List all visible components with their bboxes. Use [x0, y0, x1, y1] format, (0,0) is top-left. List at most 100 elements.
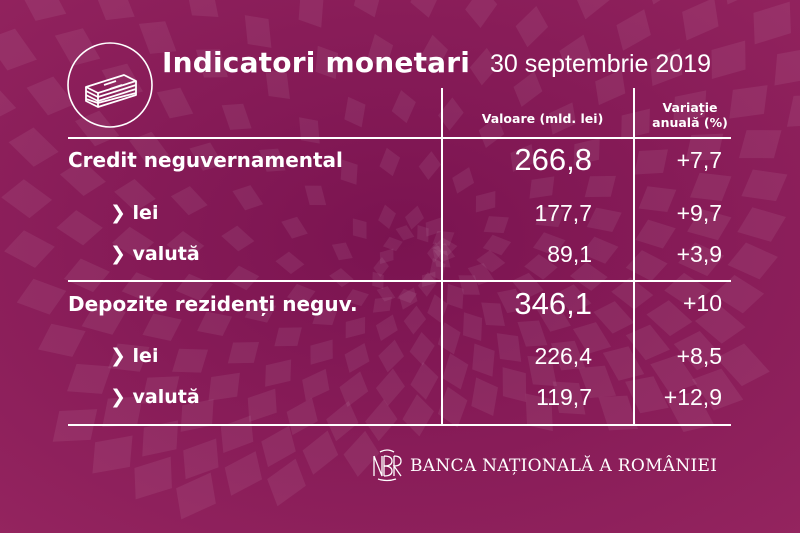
- background-tile: [339, 371, 369, 408]
- background-tile: [467, 263, 495, 285]
- row-label-credit-lei: ❯ lei: [110, 202, 159, 224]
- background-tile: [550, 340, 586, 371]
- background-tile: [483, 216, 509, 234]
- background-tile: [114, 179, 156, 212]
- row-label-credit-valuta: ❯ valută: [110, 243, 200, 265]
- background-tile: [511, 272, 544, 299]
- background-tile: [111, 226, 155, 259]
- background-tile: [574, 0, 611, 20]
- background-tile: [729, 85, 768, 119]
- background-tile: [345, 289, 369, 307]
- background-tile: [529, 176, 555, 199]
- background-tile: [475, 190, 496, 213]
- background-tile: [310, 339, 333, 365]
- background-tile: [673, 331, 723, 371]
- background-tile: [299, 117, 320, 144]
- background-tile: [442, 353, 469, 390]
- background-tile: [304, 185, 327, 206]
- background-tile: [578, 365, 617, 399]
- background-tile: [121, 272, 164, 303]
- background-tile: [142, 420, 179, 457]
- background-tile: [345, 316, 366, 339]
- background-tile: [664, 272, 711, 309]
- background-tile: [63, 258, 110, 293]
- background-tile: [379, 248, 394, 264]
- background-tile: [638, 186, 677, 213]
- background-tile: [427, 242, 443, 263]
- background-tile: [352, 218, 367, 239]
- background-tile: [56, 210, 103, 246]
- chevron-right-icon: ❯: [110, 386, 126, 408]
- background-tile: [170, 186, 208, 216]
- background-tile: [471, 377, 498, 417]
- background-tile: [403, 305, 427, 335]
- background-tile: [425, 217, 443, 237]
- background-tile: [189, 142, 224, 171]
- background-tile: [180, 399, 214, 432]
- background-tile: [716, 343, 770, 387]
- background-tile: [247, 388, 277, 422]
- background-tile: [141, 376, 180, 404]
- column-separator-2: [633, 88, 635, 424]
- background-tile: [481, 302, 506, 327]
- background-tile: [711, 40, 746, 80]
- background-tile: [548, 102, 577, 135]
- table-divider-bottom: [68, 424, 731, 426]
- background-tile: [166, 230, 205, 260]
- background-tile: [432, 237, 458, 257]
- background-tile: [650, 354, 698, 394]
- background-tile: [353, 0, 383, 18]
- table-divider-top: [68, 137, 731, 139]
- background-tile: [38, 323, 86, 357]
- background-tile: [552, 381, 586, 415]
- background-tile: [16, 278, 67, 315]
- background-tile: [391, 90, 416, 124]
- background-tile: [343, 430, 380, 477]
- background-tile: [472, 343, 495, 377]
- background-tile: [554, 284, 592, 314]
- row-label-deposits: Depozite rezidenți neguv.: [68, 292, 358, 316]
- background-tile: [372, 296, 392, 313]
- background-tile: [298, 0, 324, 28]
- background-tile: [344, 342, 370, 373]
- background-tile: [340, 159, 358, 185]
- background-tile: [476, 250, 506, 273]
- background-tile: [26, 76, 75, 116]
- background-tile: [138, 21, 177, 54]
- value-credit-lei: 177,7: [534, 200, 592, 226]
- background-tile: [4, 230, 55, 268]
- background-tile: [373, 256, 389, 278]
- background-tile: [527, 355, 557, 387]
- background-tile: [598, 395, 639, 431]
- background-tile: [367, 33, 394, 71]
- background-tile: [625, 250, 668, 282]
- background-tile: [227, 342, 260, 364]
- column-header-variation-line1: Variație: [662, 100, 718, 115]
- background-tile: [584, 175, 616, 198]
- background-tile: [559, 34, 592, 74]
- background-tile: [267, 458, 306, 507]
- background-tile: [0, 79, 17, 123]
- report-date: 30 septembrie 2019: [490, 50, 711, 78]
- background-tile: [469, 47, 499, 86]
- background-tile: [221, 225, 255, 252]
- background-tile: [525, 393, 553, 432]
- background-tile: [8, 127, 59, 167]
- background-tile: [524, 254, 558, 280]
- background-tile: [502, 367, 527, 403]
- background-tile: [81, 303, 126, 335]
- variation-credit-lei: +9,7: [676, 200, 722, 226]
- background-tile: [625, 324, 670, 361]
- background-tile: [378, 339, 405, 373]
- background-tile: [379, 147, 401, 177]
- background-tile: [462, 312, 483, 341]
- page-title: Indicatori monetari: [162, 46, 471, 79]
- background-tile: [515, 6, 549, 48]
- background-tile: [92, 0, 135, 21]
- variation-deposits: +10: [682, 290, 722, 316]
- background-tile: [142, 313, 182, 341]
- background-tile: [673, 90, 707, 124]
- background-tile: [1, 179, 53, 219]
- background-tile: [344, 96, 366, 128]
- background-tile: [694, 304, 746, 344]
